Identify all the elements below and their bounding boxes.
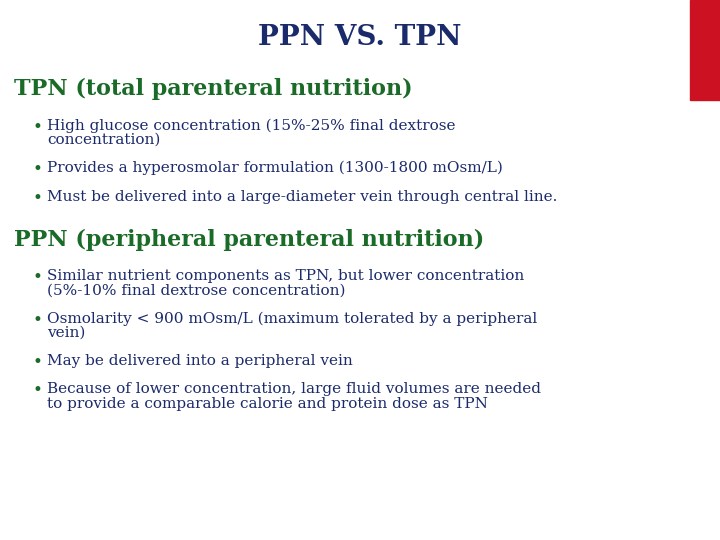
Text: •: • — [32, 269, 42, 286]
Text: concentration): concentration) — [47, 133, 160, 147]
Text: Osmolarity < 900 mOsm/L (maximum tolerated by a peripheral: Osmolarity < 900 mOsm/L (maximum tolerat… — [47, 312, 537, 326]
Text: •: • — [32, 382, 42, 399]
Text: PPN VS. TPN: PPN VS. TPN — [258, 24, 462, 51]
Text: Similar nutrient components as TPN, but lower concentration: Similar nutrient components as TPN, but … — [47, 269, 524, 284]
Text: •: • — [32, 190, 42, 206]
Text: to provide a comparable calorie and protein dose as TPN: to provide a comparable calorie and prot… — [47, 396, 487, 410]
Text: •: • — [32, 354, 42, 370]
Text: PPN (peripheral parenteral nutrition): PPN (peripheral parenteral nutrition) — [14, 229, 485, 251]
Text: •: • — [32, 312, 42, 328]
Text: Must be delivered into a large-diameter vein through central line.: Must be delivered into a large-diameter … — [47, 190, 557, 204]
Text: High glucose concentration (15%-25% final dextrose: High glucose concentration (15%-25% fina… — [47, 119, 455, 133]
Text: vein): vein) — [47, 326, 85, 340]
Text: Provides a hyperosmolar formulation (1300-1800 mOsm/L): Provides a hyperosmolar formulation (130… — [47, 161, 503, 176]
Text: May be delivered into a peripheral vein: May be delivered into a peripheral vein — [47, 354, 353, 368]
Text: •: • — [32, 119, 42, 136]
Text: •: • — [32, 161, 42, 178]
Text: TPN (total parenteral nutrition): TPN (total parenteral nutrition) — [14, 78, 413, 100]
Text: (5%-10% final dextrose concentration): (5%-10% final dextrose concentration) — [47, 284, 346, 298]
Text: Because of lower concentration, large fluid volumes are needed: Because of lower concentration, large fl… — [47, 382, 541, 396]
Bar — [690, 0, 720, 100]
